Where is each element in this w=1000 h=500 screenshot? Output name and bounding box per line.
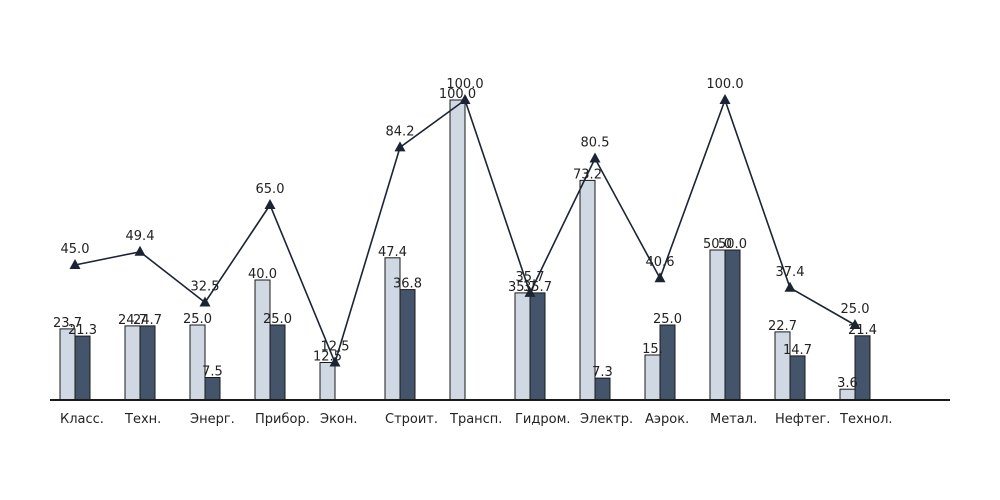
x-tick-label-11: Нефтег. [775,412,830,427]
line-point-5 [394,141,406,152]
bar-label-s1-9: 15. [642,342,663,357]
bar-s1-2 [189,324,206,401]
bars-layer [59,99,871,401]
line-point-6 [459,94,471,104]
bar-s1-0 [59,328,76,401]
x-tick-label-2: Энерг. [190,412,235,427]
data-labels-layer: 23.7 24.7 25.0 40.0 12.5 47.4 100.0 35.7 73.2 15.… [53,77,877,391]
bar-s1-4 [319,362,336,401]
bar-s1-9 [644,354,661,401]
line-point-0 [69,259,81,269]
bar-label-s2-11: 14.7 [783,343,812,358]
line-point-11 [784,281,796,292]
bar-s2-1 [139,325,156,401]
line-label-7: 35.7 [516,270,545,285]
x-tick-label-12: Технол. [839,412,893,427]
bar-label-s2-8: 7.3 [592,365,613,380]
bar-s2-11 [789,355,806,401]
line-label-10: 100.0 [706,77,743,92]
x-tick-label-8: Электр. [580,412,633,427]
bar-s1-10 [709,249,726,401]
bar-s1-1 [124,325,141,401]
bar-s2-5 [399,289,416,401]
line-point-4 [329,356,341,367]
bar-s1-3 [254,279,271,401]
bar-label-s2-12: 21.4 [848,323,877,338]
bar-label-s1-5: 47.4 [378,245,407,260]
bar-label-s1-0: 23.7 [53,316,82,331]
bar-s1-6 [449,99,466,401]
line-point-7 [524,286,536,297]
bar-label-s1-1: 24.7 [118,313,147,328]
line-label-6: 100.0 [446,77,483,92]
line-label-11: 37.4 [776,265,805,280]
bar-s1-7 [514,292,531,401]
bar-label-s2-5: 36.8 [393,277,422,292]
bar-label-s2-9: 25.0 [653,312,682,327]
bar-label-s2-1: 24.7 [133,313,162,328]
line-point-10 [719,94,731,104]
x-tick-label-3: Прибор. [255,412,310,427]
bar-label-s1-4: 12.5 [313,350,342,365]
line-label-9: 40.6 [646,255,675,270]
line-label-1: 49.4 [126,229,155,244]
line-label-0: 45.0 [61,242,90,257]
bar-label-s2-3: 25.0 [263,312,292,327]
line-label-4: 12.5 [321,340,350,355]
line-point-8 [589,152,601,163]
line-point-3 [264,199,276,209]
bar-s2-0 [74,335,91,401]
line-point-1 [134,245,146,256]
bar-label-s1-6: 100.0 [439,87,476,102]
line-point-2 [199,296,211,307]
line-layer [69,94,861,367]
line-label-5: 84.2 [386,124,415,139]
line-label-12: 25.0 [841,302,870,317]
x-tick-label-9: Аэрок. [645,412,689,427]
bar-label-s1-8: 73.2 [573,167,602,182]
line-label-3: 65.0 [256,182,285,197]
bar-label-s2-7: 35.7 [523,280,552,295]
x-tick-label-7: Гидром. [515,412,571,427]
bar-label-s1-10: 50.0 [703,237,732,252]
bar-label-s1-7: 35.7 [508,280,537,295]
bar-s2-8 [594,377,611,401]
bar-label-s2-10: 50.0 [718,237,747,252]
bar-s2-2 [204,377,221,401]
line-label-8: 80.5 [581,136,610,151]
bar-label-s1-2: 25.0 [183,312,212,327]
x-tick-label-0: Класс. [60,412,104,427]
bar-label-s1-11: 22.7 [768,319,797,334]
x-tick-label-1: Техн. [124,412,161,427]
x-tick-label-10: Метал. [710,412,757,427]
x-tick-labels-layer: Класс. Техн. Энерг. Прибор. Экон. Строит. Тран… [60,412,893,427]
bar-s2-7 [529,292,546,401]
line-label-2: 32.5 [191,280,220,295]
bar-s2-10 [724,249,741,401]
bar-label-s2-0: 21.3 [68,323,97,338]
bar-s2-3 [269,324,286,401]
bar-label-s2-2: 7.5 [202,365,223,380]
line-point-9 [654,272,666,283]
bar-label-s1-12: 3.6 [837,376,858,391]
bar-label-s1-3: 40.0 [248,267,277,282]
x-tick-label-6: Трансп. [449,412,502,427]
bar-s2-9 [659,324,676,401]
line-point-12 [849,319,861,329]
x-tick-label-5: Строит. [385,412,438,427]
x-tick-label-4: Экон. [320,412,358,427]
